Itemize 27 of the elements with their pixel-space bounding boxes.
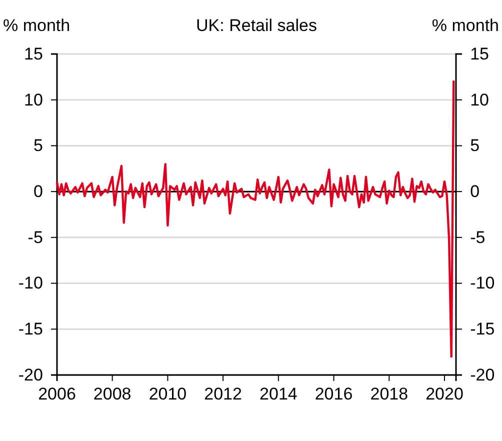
x-tick-label: 2006 (38, 384, 76, 404)
y2-tick-label: 10 (470, 90, 490, 110)
y2-axis-title: % month (432, 16, 499, 35)
y2-tick-label: 5 (470, 136, 480, 156)
y2-tick-label: -10 (470, 274, 495, 293)
x-tick-label: 2008 (93, 384, 132, 404)
x-tick-label: 2014 (260, 384, 298, 404)
y2-tick-label: 15 (470, 44, 490, 64)
y-axis-title: % month (3, 16, 70, 35)
y2-tick-label: 0 (470, 182, 480, 202)
y-tick-label: -5 (28, 228, 43, 247)
x-tick-label: 2018 (370, 384, 408, 404)
y-tick-label: -15 (18, 320, 43, 339)
y-tick-label: 10 (24, 90, 43, 110)
y-tick-label: 15 (24, 44, 43, 64)
y-tick-label: -10 (18, 274, 43, 293)
x-tick-label: 2020 (426, 384, 464, 404)
y2-tick-label: -5 (470, 228, 486, 247)
chart-title: UK: Retail sales (196, 16, 317, 35)
y2-tick-label: -20 (470, 365, 495, 384)
y-tick-label: -20 (18, 365, 43, 384)
x-tick-label: 2012 (204, 384, 242, 404)
y2-tick-label: -15 (470, 320, 495, 339)
x-tick-label: 2010 (148, 384, 187, 404)
y-tick-label: 0 (33, 182, 43, 202)
x-tick-label: 2016 (314, 384, 353, 404)
y-tick-label: 5 (33, 136, 43, 156)
